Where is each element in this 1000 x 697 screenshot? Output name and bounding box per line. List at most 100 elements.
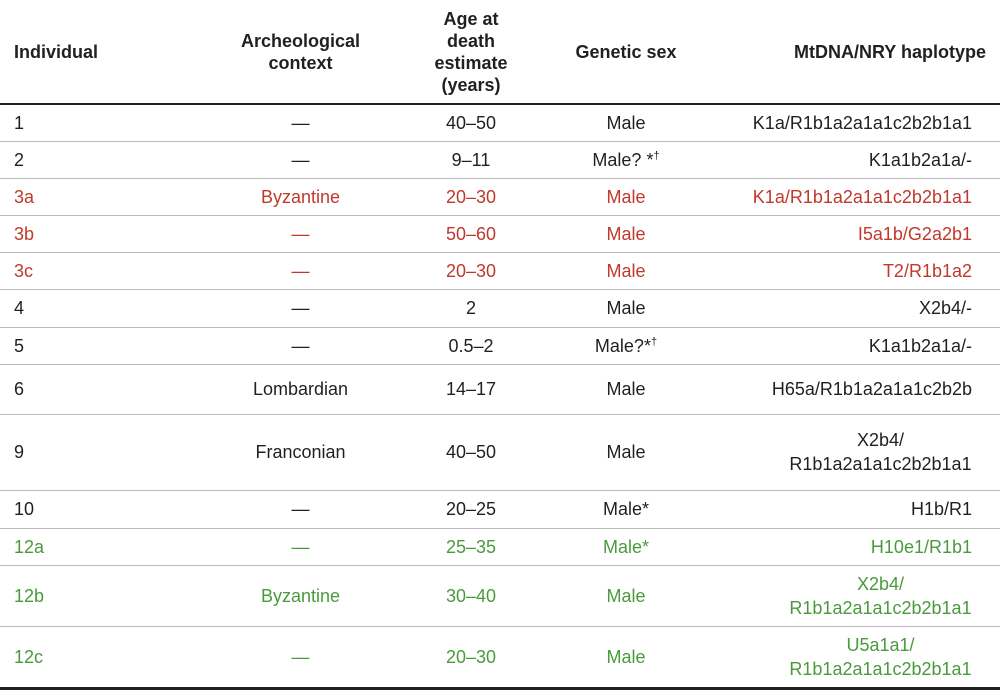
genetic-sex: Male bbox=[606, 585, 646, 606]
cell-haplotype: U5a1a1/R1b1a2a1a1c2b2b1a1 bbox=[721, 626, 1000, 688]
archeological-context: Byzantine bbox=[260, 585, 341, 606]
table-row: 6 Lombardian 14–17 Male H65a/R1b1a2a1a1c2b2b bbox=[0, 364, 1000, 414]
individual-id: 6 bbox=[14, 379, 25, 399]
age-estimate: 20–30 bbox=[445, 186, 497, 207]
cell-context: Byzantine bbox=[190, 178, 411, 215]
age-estimate: 20–25 bbox=[445, 499, 497, 519]
cell-context: — bbox=[190, 490, 411, 528]
cell-sex: Male* bbox=[531, 490, 721, 528]
cell-haplotype: K1a/R1b1a2a1a1c2b2b1a1 bbox=[721, 178, 1000, 215]
age-estimate: 40–50 bbox=[445, 112, 497, 133]
age-estimate: 50–60 bbox=[445, 223, 497, 244]
haplotype-line1: K1a/R1b1a2a1a1c2b2b1a1 bbox=[752, 186, 972, 207]
genetic-sex: Male bbox=[606, 112, 646, 133]
age-estimate: 0.5–2 bbox=[448, 335, 494, 356]
table-row: 9 Franconian 40–50 Male X2b4/R1b1a2a1a1c2b2b… bbox=[0, 414, 1000, 490]
table-header: Individual Archeological context Age at … bbox=[0, 0, 1000, 104]
age-estimate: 14–17 bbox=[445, 379, 497, 399]
cell-haplotype: H1b/R1 bbox=[721, 490, 1000, 528]
cell-individual: 1 bbox=[0, 104, 190, 141]
age-estimate: 30–40 bbox=[445, 585, 497, 606]
table-row: 3a Byzantine 20–30 Male K1a/R1b1a2a1a1c2b2b1… bbox=[0, 178, 1000, 215]
table-row: 3c — 20–30 Male T2/R1b1a2 bbox=[0, 252, 1000, 289]
individual-id: 3c bbox=[14, 260, 34, 281]
age-estimate: 20–30 bbox=[445, 260, 497, 281]
cell-age: 0.5–2 bbox=[411, 327, 531, 364]
haplotype-line1: K1a1b2a1a/- bbox=[868, 335, 972, 356]
genetic-sex: Male bbox=[606, 260, 646, 281]
cell-age: 20–25 bbox=[411, 490, 531, 528]
archeological-context: — bbox=[291, 149, 310, 170]
table-row: 2 — 9–11 Male? *† K1a1b2a1a/- bbox=[0, 141, 1000, 178]
cell-sex: Male?*† bbox=[531, 327, 721, 364]
genetic-sex: Male? * bbox=[592, 149, 654, 170]
archeological-context: — bbox=[291, 536, 310, 557]
archeological-context: — bbox=[291, 298, 310, 318]
cell-individual: 12b bbox=[0, 565, 190, 626]
header-haplotype: MtDNA/NRY haplotype bbox=[793, 41, 986, 62]
individual-id: 1 bbox=[14, 112, 25, 133]
cell-age: 20–30 bbox=[411, 626, 531, 688]
cell-context: Lombardian bbox=[190, 364, 411, 414]
header-age-line3: estimate bbox=[434, 52, 508, 73]
cell-age: 14–17 bbox=[411, 364, 531, 414]
haplotype-line1: K1a1b2a1a/- bbox=[868, 149, 972, 170]
archeological-context: Lombardian bbox=[252, 379, 349, 399]
individual-id: 10 bbox=[14, 499, 35, 519]
cell-context: — bbox=[190, 104, 411, 141]
individual-id: 4 bbox=[14, 298, 25, 318]
age-estimate: 40–50 bbox=[445, 442, 497, 462]
table-row: 12c — 20–30 Male U5a1a1/R1b1a2a1a1c2b2b1a1 bbox=[0, 626, 1000, 688]
cell-context: — bbox=[190, 252, 411, 289]
individual-id: 12a bbox=[14, 536, 45, 557]
cell-age: 20–30 bbox=[411, 252, 531, 289]
age-estimate: 20–30 bbox=[445, 646, 497, 667]
individual-id: 3a bbox=[14, 186, 35, 207]
cell-sex: Male bbox=[531, 252, 721, 289]
header-context-line1: Archeological bbox=[240, 30, 361, 51]
individual-id: 2 bbox=[14, 149, 25, 170]
footnote-marker: † bbox=[650, 335, 658, 348]
haplotype-line1: H10e1/R1b1 bbox=[870, 536, 972, 557]
cell-haplotype: T2/R1b1a2 bbox=[721, 252, 1000, 289]
individual-id: 12c bbox=[14, 646, 44, 667]
haplotype-line1: X2b4/ bbox=[856, 573, 905, 594]
cell-age: 50–60 bbox=[411, 215, 531, 252]
cell-haplotype: H10e1/R1b1 bbox=[721, 528, 1000, 565]
header-row: Individual Archeological context Age at … bbox=[0, 0, 1000, 104]
cell-sex: Male bbox=[531, 178, 721, 215]
header-individual: Individual bbox=[14, 41, 99, 62]
haplotype-line1: U5a1a1/ bbox=[846, 634, 915, 655]
cell-age: 30–40 bbox=[411, 565, 531, 626]
header-age-line1: Age at bbox=[443, 8, 499, 29]
cell-individual: 5 bbox=[0, 327, 190, 364]
cell-haplotype: K1a1b2a1a/- bbox=[721, 327, 1000, 364]
cell-age: 25–35 bbox=[411, 528, 531, 565]
genetic-sex: Male* bbox=[602, 536, 650, 557]
cell-individual: 12a bbox=[0, 528, 190, 565]
genetic-sex: Male?* bbox=[594, 335, 651, 356]
cell-context: — bbox=[190, 215, 411, 252]
cell-individual: 3a bbox=[0, 178, 190, 215]
genetic-sex: Male* bbox=[602, 499, 650, 519]
archeological-context: — bbox=[291, 260, 310, 281]
haplotype-line2: R1b1a2a1a1c2b2b1a1 bbox=[789, 454, 972, 474]
cell-sex: Male bbox=[531, 414, 721, 490]
cell-age: 20–30 bbox=[411, 178, 531, 215]
haplotype-line1: I5a1b/G2a2b1 bbox=[857, 223, 972, 244]
cell-individual: 6 bbox=[0, 364, 190, 414]
cell-individual: 4 bbox=[0, 289, 190, 327]
cell-context: — bbox=[190, 289, 411, 327]
cell-haplotype: X2b4/R1b1a2a1a1c2b2b1a1 bbox=[721, 414, 1000, 490]
cell-sex: Male bbox=[531, 364, 721, 414]
header-age-line2: death bbox=[446, 30, 495, 51]
cell-sex: Male? *† bbox=[531, 141, 721, 178]
cell-individual: 9 bbox=[0, 414, 190, 490]
cell-individual: 12c bbox=[0, 626, 190, 688]
cell-haplotype: K1a1b2a1a/- bbox=[721, 141, 1000, 178]
footnote-marker: † bbox=[653, 149, 660, 162]
haplotype-line2: R1b1a2a1a1c2b2b1a1 bbox=[789, 658, 972, 679]
cell-haplotype: K1a/R1b1a2a1a1c2b2b1a1 bbox=[721, 104, 1000, 141]
cell-age: 40–50 bbox=[411, 104, 531, 141]
